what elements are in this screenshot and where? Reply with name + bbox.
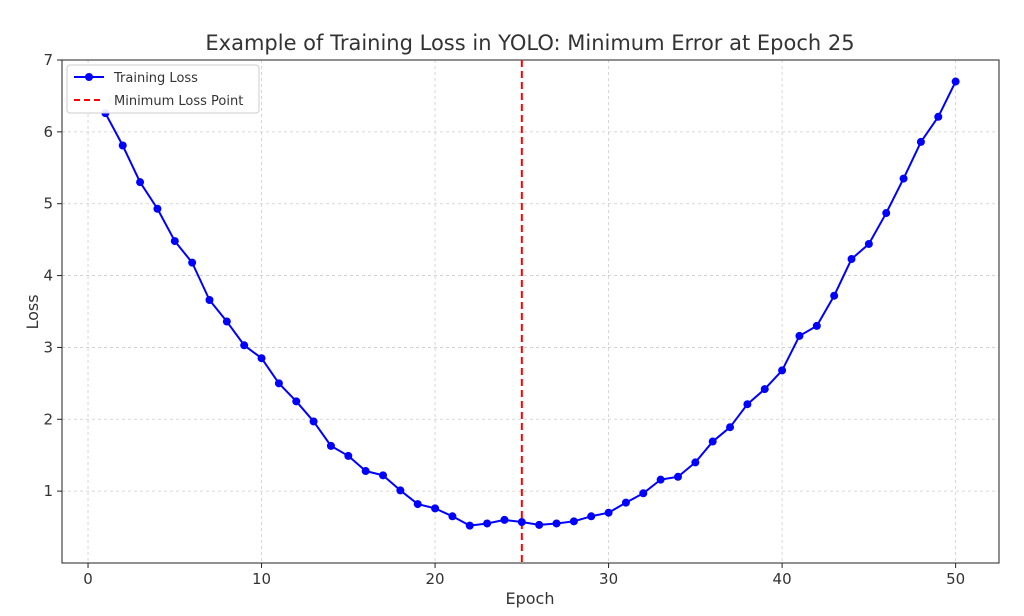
data-point	[344, 451, 353, 460]
data-point	[205, 296, 214, 305]
data-point	[136, 178, 145, 187]
data-series	[101, 77, 960, 530]
data-point	[726, 423, 735, 432]
data-point	[483, 519, 492, 528]
data-point	[934, 112, 943, 121]
data-point	[621, 498, 630, 507]
data-point	[413, 500, 422, 509]
data-point	[396, 486, 405, 495]
y-tick-label: 2	[43, 410, 53, 428]
data-point	[830, 291, 839, 300]
data-point	[691, 458, 700, 467]
data-point	[431, 504, 440, 513]
data-point	[448, 512, 457, 521]
legend-label-training-loss: Training Loss	[113, 71, 198, 86]
data-point	[899, 174, 908, 183]
data-point	[882, 209, 891, 218]
data-point	[864, 239, 873, 248]
plot-area-frame	[61, 59, 1000, 564]
data-point	[743, 400, 752, 409]
y-tick-label: 5	[43, 195, 53, 213]
data-point	[535, 520, 544, 529]
data-point	[188, 258, 197, 267]
y-tick-label: 1	[43, 482, 53, 500]
data-point	[170, 237, 179, 246]
data-point	[309, 417, 318, 426]
x-tick-label: 20	[426, 570, 445, 588]
data-point	[916, 137, 925, 146]
data-point	[517, 518, 526, 527]
legend-label-minimum-loss-point: Minimum Loss Point	[114, 94, 243, 109]
y-tick-label: 4	[43, 267, 53, 285]
data-point	[569, 517, 578, 526]
y-tick-label: 7	[43, 51, 53, 69]
y-tick-label: 6	[43, 123, 53, 141]
axis-ticks: 0 10 20 30 40 50 1 2 3 4 5 6 7	[43, 51, 965, 588]
data-point	[656, 475, 665, 484]
data-point	[795, 331, 804, 340]
data-point	[500, 515, 509, 524]
data-point	[240, 341, 249, 350]
data-point	[847, 255, 856, 264]
data-point	[326, 441, 335, 450]
data-point	[274, 379, 283, 388]
data-point	[673, 472, 682, 481]
chart-title: Example of Training Loss in YOLO: Minimu…	[205, 31, 854, 55]
data-point	[951, 77, 960, 86]
data-point	[153, 204, 162, 213]
data-point	[118, 141, 127, 150]
x-axis-label: Epoch	[506, 589, 555, 608]
data-point	[465, 521, 474, 530]
data-point	[778, 366, 787, 375]
data-point	[361, 467, 370, 476]
x-tick-label: 10	[252, 570, 271, 588]
x-tick-label: 0	[83, 570, 93, 588]
data-point	[257, 354, 266, 363]
x-tick-label: 30	[599, 570, 618, 588]
data-point	[812, 321, 821, 330]
data-point	[552, 519, 561, 528]
data-point	[760, 385, 769, 394]
data-point	[639, 489, 648, 498]
data-point	[587, 512, 596, 521]
data-point	[604, 508, 613, 517]
legend-box	[66, 64, 260, 114]
legend: Training Loss Minimum Loss Point	[66, 64, 260, 114]
y-axis-label: Loss	[23, 294, 42, 329]
data-point	[292, 397, 301, 406]
legend-marker-icon-training-loss	[85, 73, 93, 81]
x-tick-label: 40	[773, 570, 792, 588]
data-point	[708, 437, 717, 446]
y-tick-label: 3	[43, 338, 53, 356]
data-point	[379, 471, 388, 480]
x-tick-label: 50	[946, 570, 965, 588]
data-point	[222, 317, 231, 326]
